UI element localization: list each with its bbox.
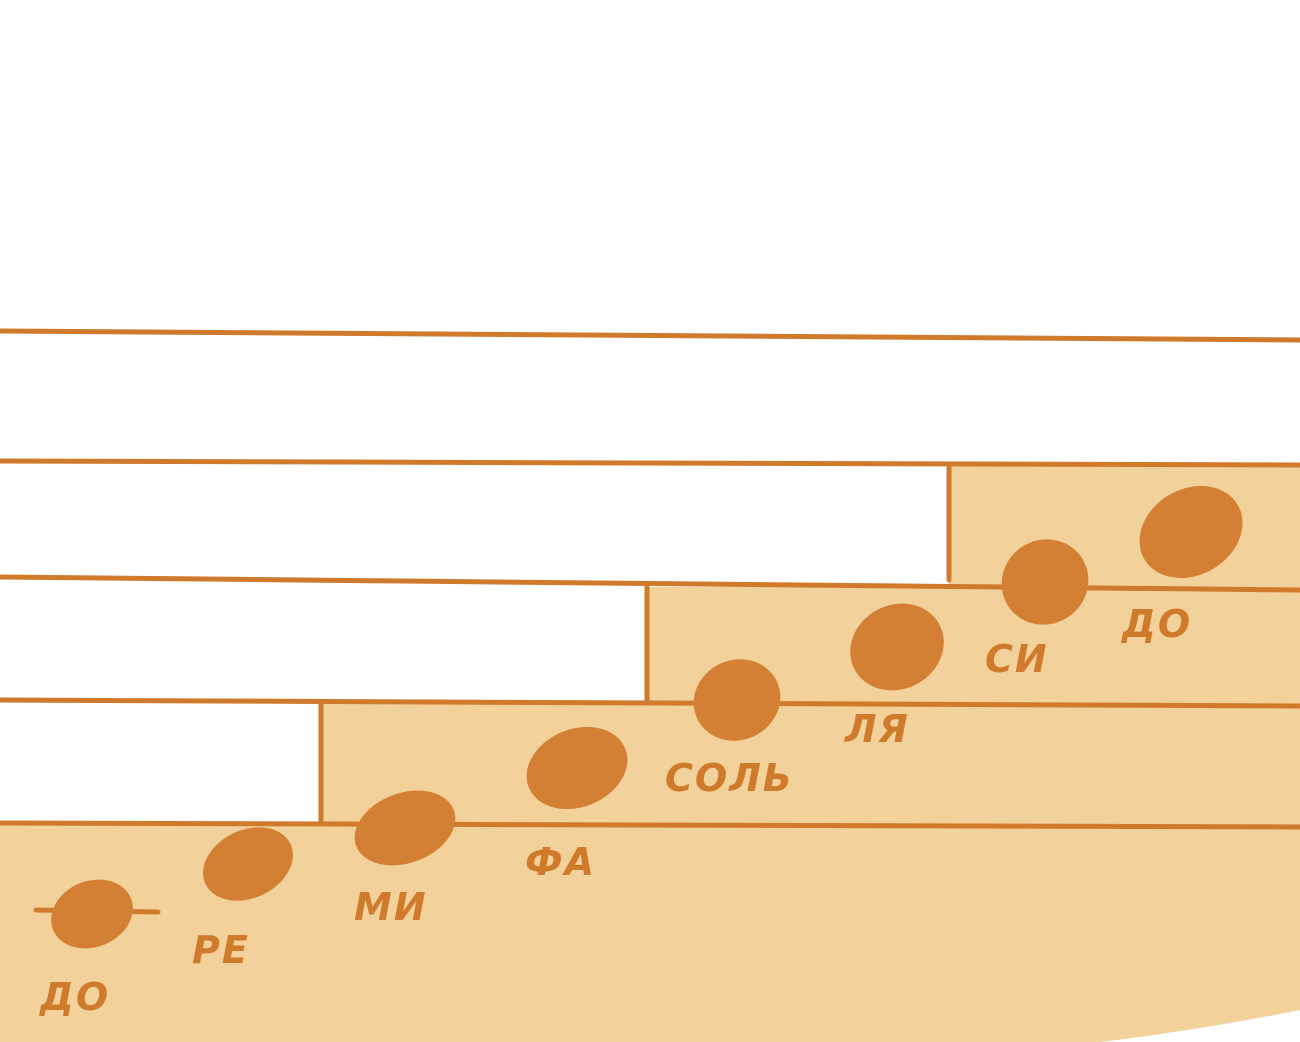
staff-line-5 (0, 328, 1300, 343)
note-head-re (203, 827, 293, 901)
step-2 (321, 704, 1300, 826)
staff-line-1 (0, 820, 1300, 830)
step-bottom (0, 824, 1300, 1042)
note-head-fa (526, 726, 628, 810)
note-label-re: РЕ (192, 928, 250, 972)
note-head-mi (354, 790, 456, 866)
note-label-mi: МИ (354, 885, 428, 929)
note-head-do (51, 879, 133, 949)
note-head-do-high (1139, 486, 1243, 578)
step-risers (318, 462, 952, 826)
staff-line-2 (0, 697, 1300, 709)
note-label-si: СИ (985, 637, 1049, 681)
step-4 (949, 465, 1300, 589)
note-head-la (850, 603, 944, 691)
note-label-fa: ФА (525, 840, 596, 884)
note-head-sol (693, 659, 781, 741)
note-labels: ДО РЕ МИ ФА СОЛЬ ЛЯ СИ ДО (39, 602, 1192, 1019)
staff-line-4 (0, 458, 1300, 468)
note-label-do: ДО (39, 975, 110, 1019)
note-head-si (1001, 539, 1089, 625)
note-label-do-high: ДО (1121, 602, 1192, 646)
note-heads (51, 486, 1243, 949)
note-label-sol: СОЛЬ (665, 756, 794, 800)
note-label-la: ЛЯ (844, 707, 910, 751)
